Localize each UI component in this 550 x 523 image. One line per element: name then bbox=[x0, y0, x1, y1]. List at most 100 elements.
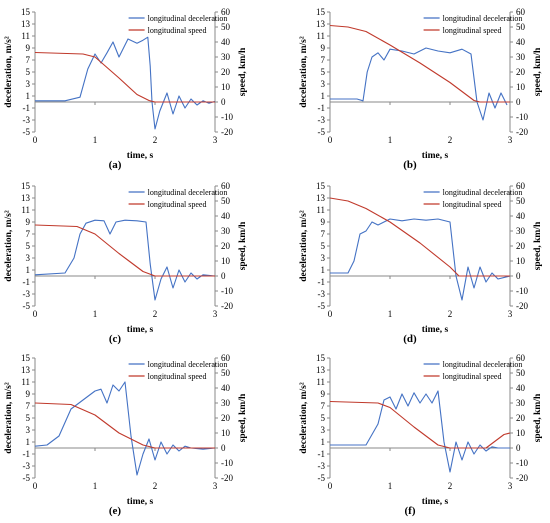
y-right-tick-label: 10 bbox=[516, 82, 526, 92]
y-left-tick-label: 7 bbox=[321, 229, 326, 239]
series-line-speed bbox=[34, 224, 215, 277]
y-right-tick-label: 10 bbox=[221, 428, 231, 438]
y-left-tick-label: 1 bbox=[26, 265, 31, 275]
x-axis-label: time, s bbox=[422, 497, 449, 507]
y-right-tick-label: 60 bbox=[221, 181, 231, 191]
y-right-tick-label: 0 bbox=[516, 271, 521, 281]
y-left-tick-label: 1 bbox=[26, 91, 31, 101]
y-left-tick-label: 15 bbox=[21, 353, 31, 363]
y-right-tick-label: 10 bbox=[516, 428, 526, 438]
x-tick-label: 0 bbox=[33, 481, 38, 491]
y-right-tick-label: -10 bbox=[516, 458, 528, 468]
legend-entry: longitudinal deceleration bbox=[443, 188, 523, 197]
y-left-tick-label: -1 bbox=[23, 103, 31, 113]
legend-entry: longitudinal deceleration bbox=[148, 188, 228, 197]
y-right-tick-label: -10 bbox=[516, 286, 528, 296]
y-right-tick-label: 30 bbox=[516, 226, 526, 236]
y-left-tick-label: -3 bbox=[318, 289, 326, 299]
y-left-tick-label: 13 bbox=[316, 365, 326, 375]
x-axis-label: time, s bbox=[422, 151, 449, 161]
y-left-tick-label: 1 bbox=[26, 437, 31, 447]
y-left-tick-label: 7 bbox=[321, 401, 326, 411]
y-left-tick-label: 11 bbox=[316, 205, 325, 215]
y-left-tick-label: 5 bbox=[321, 241, 326, 251]
x-tick-label: 0 bbox=[33, 309, 38, 319]
y-right-axis-label: speed, km/h bbox=[533, 221, 543, 270]
y-right-tick-label: -20 bbox=[221, 473, 233, 483]
panel-label: (d) bbox=[403, 333, 417, 345]
y-left-tick-label: 15 bbox=[316, 181, 326, 191]
y-left-tick-label: 13 bbox=[21, 193, 31, 203]
y-right-tick-label: 30 bbox=[516, 398, 526, 408]
legend-entry: longitudinal speed bbox=[148, 26, 207, 35]
legend-entry: longitudinal speed bbox=[443, 200, 502, 209]
x-tick-label: 1 bbox=[93, 309, 98, 319]
series-line-speed bbox=[34, 402, 215, 449]
x-tick-label: 3 bbox=[213, 309, 218, 319]
y-left-tick-label: 9 bbox=[321, 43, 326, 53]
y-right-tick-label: 20 bbox=[221, 67, 231, 77]
y-left-tick-label: 5 bbox=[26, 67, 31, 77]
legend-entry: longitudinal speed bbox=[148, 200, 207, 209]
y-left-tick-label: 1 bbox=[321, 265, 326, 275]
x-tick-label: 3 bbox=[213, 135, 218, 145]
y-left-tick-label: 5 bbox=[26, 413, 31, 423]
y-right-tick-label: 60 bbox=[221, 353, 231, 363]
y-left-tick-label: -1 bbox=[318, 103, 326, 113]
y-left-tick-label: 7 bbox=[26, 401, 31, 411]
y-left-axis-label: deceleration, m/s² bbox=[4, 36, 14, 108]
x-tick-label: 1 bbox=[388, 135, 393, 145]
y-left-tick-label: 15 bbox=[21, 7, 31, 17]
y-left-tick-label: 9 bbox=[26, 43, 31, 53]
y-left-tick-label: -1 bbox=[23, 449, 31, 459]
y-right-tick-label: 20 bbox=[221, 241, 231, 251]
y-right-tick-label: 40 bbox=[516, 37, 526, 47]
y-left-tick-label: 15 bbox=[316, 353, 326, 363]
y-right-tick-label: -10 bbox=[516, 112, 528, 122]
y-left-tick-label: 3 bbox=[321, 253, 326, 263]
y-left-tick-label: 13 bbox=[316, 19, 326, 29]
y-left-tick-label: 5 bbox=[321, 67, 326, 77]
series-line-deceleration bbox=[330, 218, 511, 301]
y-right-tick-label: 0 bbox=[221, 97, 226, 107]
panel-label: (a) bbox=[109, 159, 122, 171]
y-right-tick-label: 20 bbox=[516, 413, 526, 423]
series-line-speed bbox=[329, 400, 511, 449]
y-left-tick-label: 13 bbox=[316, 193, 326, 203]
y-left-tick-label: 7 bbox=[26, 55, 31, 65]
y-left-tick-label: 3 bbox=[26, 425, 31, 435]
y-left-tick-label: 11 bbox=[316, 31, 325, 41]
y-right-tick-label: 0 bbox=[516, 97, 521, 107]
x-tick-label: 2 bbox=[448, 135, 453, 145]
x-tick-label: 0 bbox=[328, 481, 333, 491]
x-tick-label: 3 bbox=[213, 481, 218, 491]
y-right-tick-label: 0 bbox=[221, 271, 226, 281]
y-right-axis-label: speed, km/h bbox=[238, 393, 248, 442]
y-left-tick-label: -3 bbox=[318, 115, 326, 125]
x-tick-label: 1 bbox=[388, 309, 393, 319]
x-tick-label: 2 bbox=[153, 309, 158, 319]
y-right-axis-label: speed, km/h bbox=[533, 393, 543, 442]
panel-label: (e) bbox=[109, 505, 122, 517]
y-right-tick-label: 50 bbox=[516, 196, 526, 206]
legend-entry: longitudinal deceleration bbox=[148, 360, 228, 369]
series-line-deceleration bbox=[34, 219, 216, 301]
y-right-tick-label: 40 bbox=[221, 37, 231, 47]
y-right-axis-label: speed, km/h bbox=[238, 221, 248, 270]
y-right-tick-label: -20 bbox=[221, 301, 233, 311]
y-left-tick-label: -3 bbox=[23, 115, 31, 125]
y-left-tick-label: 11 bbox=[21, 205, 30, 215]
y-left-tick-label: 3 bbox=[26, 79, 31, 89]
y-left-axis-label: deceleration, m/s² bbox=[4, 382, 14, 454]
y-left-tick-label: 11 bbox=[21, 377, 30, 387]
y-left-tick-label: 3 bbox=[321, 79, 326, 89]
y-left-tick-label: -1 bbox=[318, 277, 326, 287]
y-right-tick-label: -10 bbox=[221, 458, 233, 468]
y-left-tick-label: 7 bbox=[321, 55, 326, 65]
y-left-tick-label: 9 bbox=[26, 217, 31, 227]
